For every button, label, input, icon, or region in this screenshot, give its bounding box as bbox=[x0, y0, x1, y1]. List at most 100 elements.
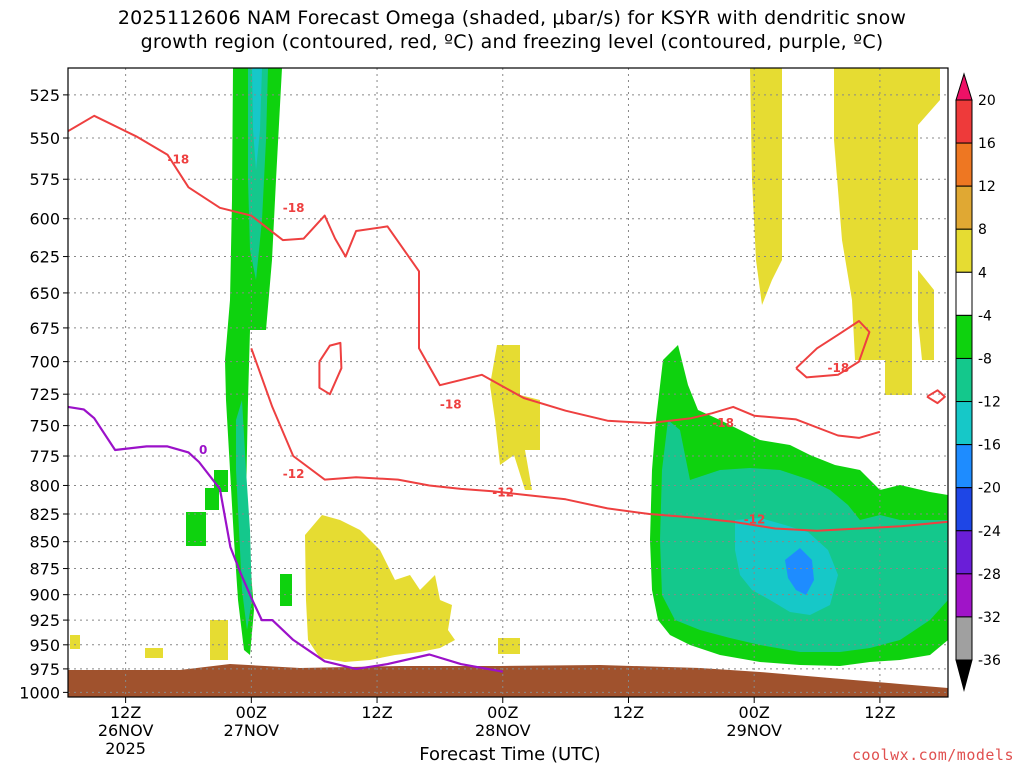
grid-lines bbox=[68, 68, 948, 697]
y-tick-label: 525 bbox=[29, 86, 60, 105]
x-tick-label: 00Z bbox=[236, 703, 267, 722]
y-tick-label: 650 bbox=[29, 284, 60, 303]
isotherm-loop bbox=[318, 341, 343, 396]
x-tick-label: 28NOV bbox=[475, 721, 531, 740]
y-tick-label: 700 bbox=[29, 353, 60, 372]
colorbar-label: -32 bbox=[978, 610, 1001, 626]
x-tick-label: 29NOV bbox=[726, 721, 782, 740]
colorbar-label: -36 bbox=[978, 653, 1001, 669]
title-line-2: growth region (contoured, red, ºC) and f… bbox=[140, 31, 884, 53]
y-tick-label: 575 bbox=[29, 170, 60, 189]
colorbar-box bbox=[955, 357, 973, 403]
y-tick-label: 1000 bbox=[19, 683, 60, 702]
colorbar-box bbox=[955, 185, 973, 230]
x-axis-label: Forecast Time (UTC) bbox=[419, 744, 601, 765]
colorbar-box bbox=[955, 401, 973, 446]
isotherm-minus18-line bbox=[67, 114, 881, 439]
isotherm-label: -12 bbox=[283, 467, 305, 481]
x-tick-label: 27NOV bbox=[224, 721, 280, 740]
colorbar-box bbox=[955, 228, 973, 273]
colorbar-bottom-triangle bbox=[955, 659, 973, 692]
y-tick-label: 550 bbox=[29, 129, 60, 148]
colorbar-label: -12 bbox=[978, 395, 1001, 411]
colorbar-label: 4 bbox=[978, 265, 987, 281]
colorbar-label: -20 bbox=[978, 481, 1001, 497]
colorbar-box bbox=[955, 271, 973, 316]
colorbar-box bbox=[955, 573, 973, 618]
colorbar-label: -16 bbox=[978, 438, 1001, 454]
chart-title: 2025112606 NAM Forecast Omega (shaded, μ… bbox=[0, 6, 1024, 54]
plot-frame bbox=[67, 67, 949, 698]
x-tick-label: 00Z bbox=[487, 703, 518, 722]
y-tick-label: 900 bbox=[29, 586, 60, 605]
freezing-level-label: 0 bbox=[199, 443, 207, 457]
colorbar: 20 16 12 8 4 -4 -8 -12 -16 -20 -24 -28 -32 -36 bbox=[955, 72, 1001, 692]
x-tick-label: 12Z bbox=[864, 703, 895, 722]
y-tick-label: 925 bbox=[29, 611, 60, 630]
colorbar-label: 8 bbox=[978, 222, 987, 238]
y-tick-label: 800 bbox=[29, 476, 60, 495]
title-line-1: 2025112606 NAM Forecast Omega (shaded, μ… bbox=[117, 7, 907, 29]
x-tick-label: 12Z bbox=[613, 703, 644, 722]
omega-blob-yellow-2 bbox=[145, 648, 163, 658]
isotherm-label: -18 bbox=[283, 201, 305, 215]
credit-text: coolwx.com/models bbox=[851, 746, 1014, 764]
omega-blob-green-3 bbox=[214, 470, 228, 492]
y-tick-label: 975 bbox=[29, 660, 60, 679]
colorbar-box bbox=[955, 530, 973, 575]
isotherm-contours: 0 -18 -18 -18 -18 -18 -12 -12 -12 bbox=[67, 114, 949, 673]
omega-region-teal-lower-column bbox=[236, 400, 252, 630]
y-tick-label: 950 bbox=[29, 636, 60, 655]
x-tick-label: 00Z bbox=[739, 703, 770, 722]
isotherm-label: -18 bbox=[712, 416, 734, 430]
omega-region-yellow-right2 bbox=[834, 68, 940, 395]
omega-region-yellow-mid bbox=[490, 345, 540, 490]
x-tick-label: 26NOV bbox=[98, 721, 154, 740]
y-tick-label: 775 bbox=[29, 447, 60, 466]
isotherm-loop bbox=[795, 320, 871, 379]
isotherm-label: -12 bbox=[492, 485, 514, 499]
omega-blob-yellow-1 bbox=[210, 620, 228, 660]
isotherm-minus12-line bbox=[250, 347, 949, 532]
colorbar-box bbox=[955, 487, 973, 532]
colorbar-box bbox=[955, 616, 973, 661]
omega-blob-yellow-4 bbox=[498, 638, 520, 654]
omega-blob-green-4 bbox=[280, 574, 292, 606]
x-tick-label: 12Z bbox=[361, 703, 392, 722]
omega-blob-green-2 bbox=[205, 488, 219, 510]
freezing-level-line bbox=[67, 405, 503, 673]
colorbar-label: -4 bbox=[978, 308, 992, 324]
omega-region-cyan-column bbox=[252, 68, 262, 170]
omega-region-yellow-main bbox=[305, 515, 455, 662]
y-tick-label: 675 bbox=[29, 319, 60, 338]
colorbar-label: 20 bbox=[978, 93, 996, 109]
omega-region-yellow-right1 bbox=[750, 68, 782, 305]
omega-blob-yellow-3 bbox=[70, 635, 80, 649]
colorbar-label: 16 bbox=[978, 136, 996, 152]
isotherm-label: -18 bbox=[168, 153, 190, 167]
y-tick-label: 825 bbox=[29, 505, 60, 524]
colorbar-label: -24 bbox=[978, 524, 1001, 540]
y-tick-label: 725 bbox=[29, 385, 60, 404]
colorbar-label: -8 bbox=[978, 351, 992, 367]
y-tick-label: 850 bbox=[29, 533, 60, 552]
y-tick-label: 600 bbox=[29, 210, 60, 229]
isotherm-label: -18 bbox=[440, 397, 462, 411]
colorbar-label: 12 bbox=[978, 179, 996, 195]
colorbar-box bbox=[955, 314, 973, 359]
isotherm-label: -18 bbox=[828, 361, 850, 375]
colorbar-label: -28 bbox=[978, 567, 1001, 583]
colorbar-box bbox=[955, 444, 973, 489]
omega-shading bbox=[70, 68, 948, 666]
isotherm-label: -12 bbox=[744, 513, 766, 527]
colorbar-box bbox=[955, 142, 973, 187]
terrain-surface bbox=[68, 664, 948, 697]
y-axis: 525 550 575 600 625 650 675 700 725 750 775 800 825 8… bbox=[19, 86, 68, 702]
colorbar-box bbox=[955, 99, 973, 144]
y-tick-label: 625 bbox=[29, 248, 60, 267]
x-tick-label: 2025 bbox=[105, 739, 146, 758]
colorbar-top-triangle bbox=[955, 72, 973, 101]
omega-blob-green-1 bbox=[186, 512, 206, 546]
